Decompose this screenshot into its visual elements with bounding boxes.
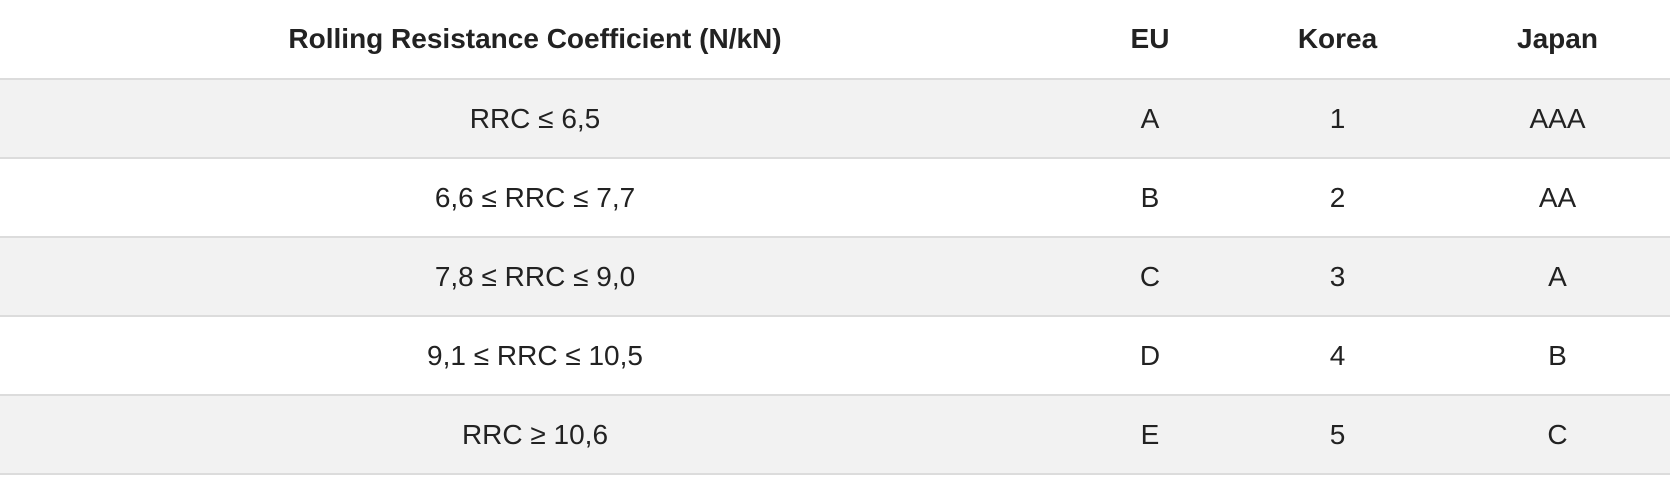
table-cell: AAA — [1445, 79, 1670, 159]
table-row: 7,8 ≤ RRC ≤ 9,0 C 3 A — [0, 237, 1670, 317]
header-cell: Japan — [1445, 0, 1670, 80]
header-cell: EU — [1070, 0, 1230, 80]
table-cell: 5 — [1230, 395, 1445, 475]
table-cell: RRC ≥ 10,6 — [0, 395, 1070, 475]
table-cell: C — [1445, 395, 1670, 475]
table-cell: 3 — [1230, 237, 1445, 317]
table-cell: D — [1070, 316, 1230, 396]
table-row: RRC ≥ 10,6 E 5 C — [0, 395, 1670, 475]
table-cell: B — [1445, 316, 1670, 396]
table-cell: 7,8 ≤ RRC ≤ 9,0 — [0, 237, 1070, 317]
table-cell: B — [1070, 158, 1230, 238]
data-table: Rolling Resistance Coefficient (N/kN) EU K… — [0, 0, 1670, 475]
header-row: Rolling Resistance Coefficient (N/kN) EU K… — [0, 0, 1670, 80]
table-body: RRC ≤ 6,5 A 1 AAA 6,6 ≤ RRC ≤ 7,7 B 2 AA 7,8 ≤ R… — [0, 79, 1670, 475]
table-cell: A — [1445, 237, 1670, 317]
table-head: Rolling Resistance Coefficient (N/kN) EU K… — [0, 0, 1670, 80]
table-cell: 6,6 ≤ RRC ≤ 7,7 — [0, 158, 1070, 238]
table-cell: 9,1 ≤ RRC ≤ 10,5 — [0, 316, 1070, 396]
table-row: RRC ≤ 6,5 A 1 AAA — [0, 79, 1670, 159]
table-cell: A — [1070, 79, 1230, 159]
table-cell: C — [1070, 237, 1230, 317]
table-cell: E — [1070, 395, 1230, 475]
table-cell: 4 — [1230, 316, 1445, 396]
table-row: 6,6 ≤ RRC ≤ 7,7 B 2 AA — [0, 158, 1670, 238]
header-cell: Rolling Resistance Coefficient (N/kN) — [0, 0, 1070, 80]
table-cell: AA — [1445, 158, 1670, 238]
table-cell: 1 — [1230, 79, 1445, 159]
table-cell: 2 — [1230, 158, 1445, 238]
table-row: 9,1 ≤ RRC ≤ 10,5 D 4 B — [0, 316, 1670, 396]
table-cell: RRC ≤ 6,5 — [0, 79, 1070, 159]
header-cell: Korea — [1230, 0, 1445, 80]
